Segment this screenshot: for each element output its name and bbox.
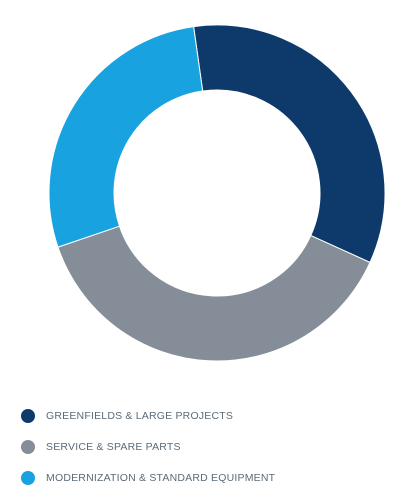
legend-item-greenfields: GREENFIELDS & LARGE PROJECTS <box>21 400 381 431</box>
legend-swatch-greenfields <box>21 408 35 423</box>
donut-slice-service-spare-parts <box>57 225 371 362</box>
legend-label-modernization: MODERNIZATION & STANDARD EQUIPMENT <box>46 471 276 484</box>
legend-swatch-service <box>21 439 35 454</box>
legend-label-greenfields: GREENFIELDS & LARGE PROJECTS <box>46 409 234 422</box>
donut-slice-greenfields-large-projects <box>193 24 386 264</box>
legend-item-modernization: MODERNIZATION & STANDARD EQUIPMENT <box>21 462 381 493</box>
chart-legend: GREENFIELDS & LARGE PROJECTS SERVICE & S… <box>21 400 381 493</box>
legend-item-service: SERVICE & SPARE PARTS <box>21 431 381 462</box>
legend-swatch-modernization <box>21 470 35 485</box>
donut-chart <box>48 24 386 362</box>
donut-slice-modernization-standard-equipment <box>48 26 204 248</box>
legend-label-service: SERVICE & SPARE PARTS <box>46 440 181 453</box>
